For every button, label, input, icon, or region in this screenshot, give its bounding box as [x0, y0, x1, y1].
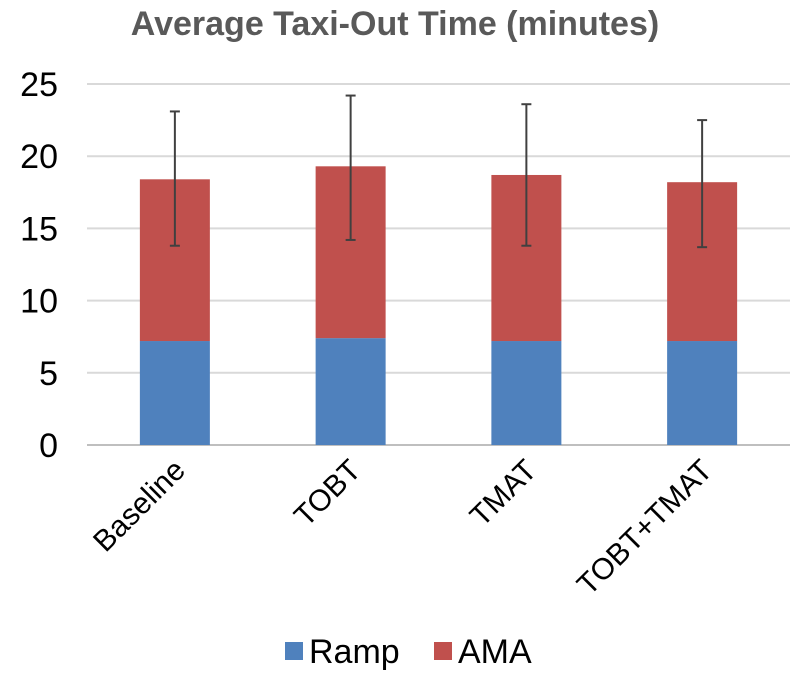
x-tick-label: TOBT — [288, 454, 368, 534]
y-axis: 0 5 10 15 20 25 — [20, 66, 58, 465]
bar-ramp — [315, 338, 386, 445]
x-tick-label: TMAT — [464, 454, 544, 534]
error-bars — [169, 94, 708, 249]
y-tick-label: 25 — [20, 66, 58, 104]
y-tick-label: 5 — [39, 355, 58, 393]
bar-ramp — [139, 341, 210, 445]
x-axis: Baseline TOBT TMAT TOBT+TMAT — [87, 454, 719, 602]
legend-label-ramp: Ramp — [309, 633, 400, 671]
x-tick-label: TOBT+TMAT — [571, 454, 719, 602]
bars — [139, 166, 738, 445]
legend-swatch-ama — [434, 642, 452, 660]
y-tick-label: 0 — [39, 427, 58, 465]
y-tick-label: 15 — [20, 210, 58, 248]
legend-swatch-ramp — [285, 642, 303, 660]
legend-label-ama: AMA — [458, 633, 532, 671]
bar-ramp — [667, 341, 738, 445]
y-tick-label: 20 — [20, 138, 58, 176]
bar-ramp — [491, 341, 562, 445]
chart-title: Average Taxi-Out Time (minutes) — [130, 5, 660, 43]
legend: Ramp AMA — [285, 633, 532, 671]
x-tick-label: Baseline — [87, 454, 192, 559]
y-tick-label: 10 — [20, 283, 58, 321]
